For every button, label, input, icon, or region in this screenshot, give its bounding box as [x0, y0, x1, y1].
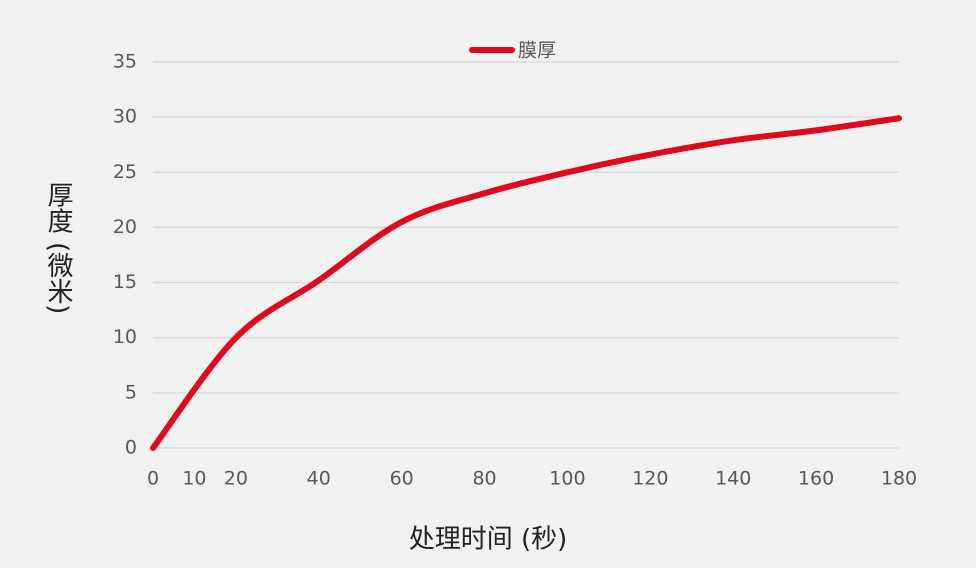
- x-axis-title: 处理时间 (秒): [409, 525, 568, 555]
- x-tick-label: 20: [224, 468, 248, 490]
- y-tick-label: 30: [113, 106, 137, 128]
- legend-label: 膜厚: [518, 40, 556, 62]
- y-tick-label: 35: [113, 51, 137, 73]
- y-tick-label: 25: [113, 161, 137, 183]
- x-tick-label: 140: [715, 468, 751, 490]
- y-tick-label: 20: [113, 216, 137, 238]
- y-tick-label: 15: [113, 271, 137, 293]
- x-tick-label: 100: [549, 468, 585, 490]
- x-tick-label: 40: [307, 468, 331, 490]
- x-tick-label: 160: [798, 468, 834, 490]
- data-line: [150, 115, 902, 451]
- x-tick-label: 120: [632, 468, 668, 490]
- y-axis-title: 厚度 (微米): [43, 182, 73, 315]
- y-tick-label: 10: [113, 326, 137, 348]
- x-tick-label: 180: [881, 468, 917, 490]
- y-tick-label: 5: [125, 381, 137, 403]
- x-tick-label: 10: [182, 468, 206, 490]
- y-tick-label: 0: [125, 437, 137, 459]
- x-tick-label: 60: [390, 468, 414, 490]
- x-tick-label: 0: [147, 468, 159, 490]
- x-tick-label: 80: [472, 468, 496, 490]
